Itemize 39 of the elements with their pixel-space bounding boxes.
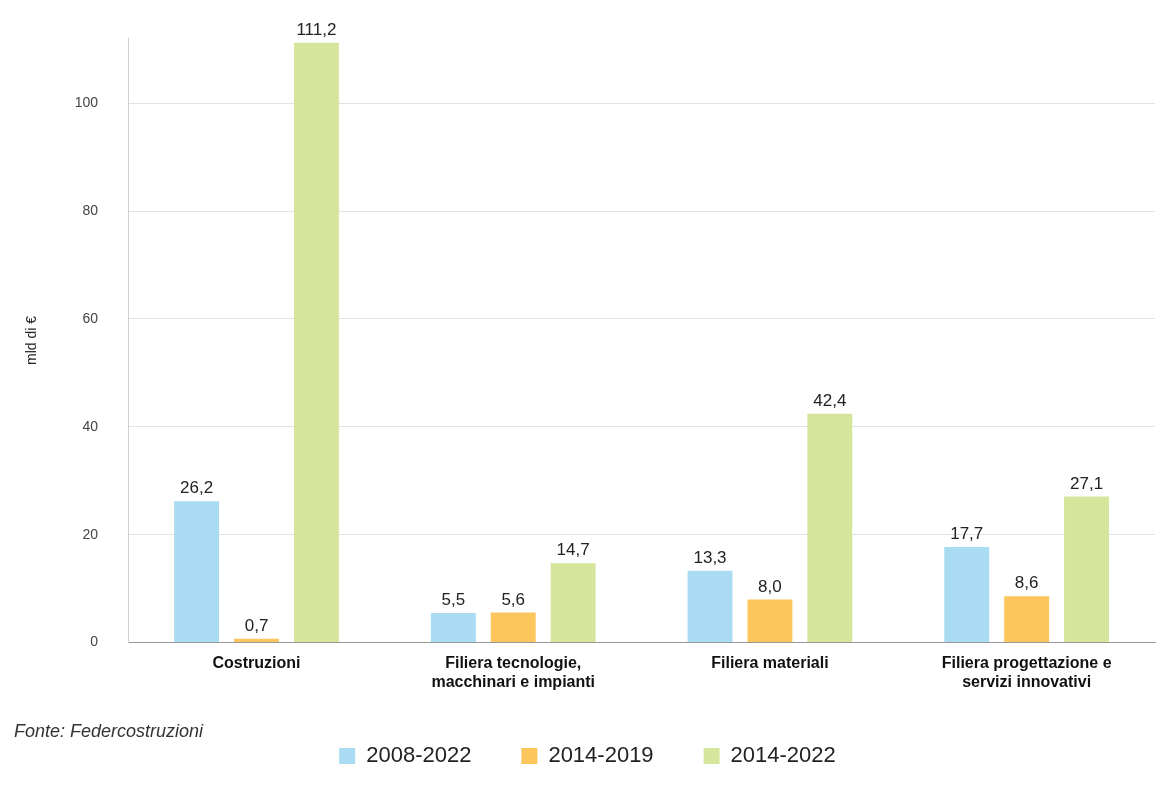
data-label: 42,4 xyxy=(813,391,847,411)
data-label: 8,6 xyxy=(1014,573,1039,593)
bar xyxy=(550,563,596,643)
legend-label: 2014-2019 xyxy=(548,742,654,768)
data-label: 5,5 xyxy=(441,590,466,610)
y-tick-label: 60 xyxy=(82,309,99,326)
legend-label: 2008-2022 xyxy=(366,742,472,768)
bar xyxy=(490,612,536,643)
bar xyxy=(174,501,220,643)
bar xyxy=(807,413,853,643)
y-tick-label: 20 xyxy=(82,525,99,542)
x-tick-label: Filiera progettazione e servizi innovativi xyxy=(941,653,1112,690)
y-axis-title: mld di € xyxy=(23,315,40,366)
data-label: 8,0 xyxy=(758,576,782,596)
bar xyxy=(430,612,476,643)
y-tick-label: 0 xyxy=(90,633,99,650)
x-tick-label: Filiera tecnologie, macchinari e impianti xyxy=(431,653,596,690)
data-label: 13,3 xyxy=(693,548,727,568)
bar xyxy=(293,42,339,643)
legend-label: 2014-2022 xyxy=(730,742,836,768)
bar xyxy=(747,599,793,643)
x-tick-label: Filiera materiali xyxy=(711,653,829,671)
x-tick-label: Costruzioni xyxy=(212,653,301,671)
y-tick-label: 100 xyxy=(74,94,99,110)
bar xyxy=(1004,596,1050,643)
data-label: 27,1 xyxy=(1070,473,1104,493)
data-label: 111,2 xyxy=(296,19,337,39)
data-label: 26,2 xyxy=(180,478,214,498)
data-label: 17,7 xyxy=(950,524,984,544)
y-tick-label: 40 xyxy=(82,417,99,434)
bar xyxy=(234,638,279,643)
source-note: Fonte: Federcostruzioni xyxy=(14,721,205,741)
bar xyxy=(1064,496,1110,643)
y-tick-label: 80 xyxy=(82,201,99,218)
bar xyxy=(687,570,733,643)
data-label: 5,6 xyxy=(501,589,526,609)
data-label: 14,7 xyxy=(556,540,590,560)
bar xyxy=(944,547,990,643)
data-label: 0,7 xyxy=(244,616,269,636)
